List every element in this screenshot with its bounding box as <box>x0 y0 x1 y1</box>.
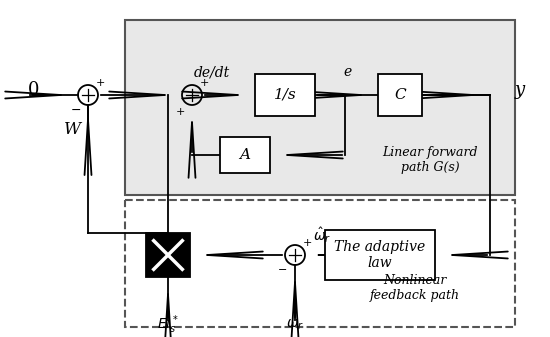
Text: Nonlinear
feedback path: Nonlinear feedback path <box>370 274 460 302</box>
Bar <box>378 74 422 116</box>
Text: +: + <box>302 238 312 248</box>
Text: 1/s: 1/s <box>274 88 296 102</box>
Bar <box>325 230 435 280</box>
Text: $Ei_s^*$: $Ei_s^*$ <box>157 314 179 336</box>
Text: e: e <box>344 65 352 79</box>
Text: +: + <box>199 78 208 88</box>
Text: 0: 0 <box>28 81 40 99</box>
Bar <box>220 137 270 173</box>
Bar <box>125 200 515 327</box>
Text: The adaptive
law: The adaptive law <box>334 240 426 270</box>
Text: de/dt: de/dt <box>194 65 230 79</box>
Text: −: − <box>71 103 81 117</box>
Bar <box>125 20 515 195</box>
Bar <box>146 233 190 277</box>
Text: +: + <box>95 78 104 88</box>
Text: A: A <box>239 148 250 162</box>
Text: +: + <box>175 107 185 117</box>
Text: W: W <box>63 122 80 139</box>
Bar <box>255 74 315 116</box>
Text: y: y <box>515 81 525 99</box>
Text: −: − <box>278 265 288 275</box>
Text: C: C <box>394 88 406 102</box>
Text: Linear forward
path G(s): Linear forward path G(s) <box>382 146 478 174</box>
Text: $\hat{\omega}_r$: $\hat{\omega}_r$ <box>313 225 331 245</box>
Text: $\omega_r$: $\omega_r$ <box>286 318 304 332</box>
